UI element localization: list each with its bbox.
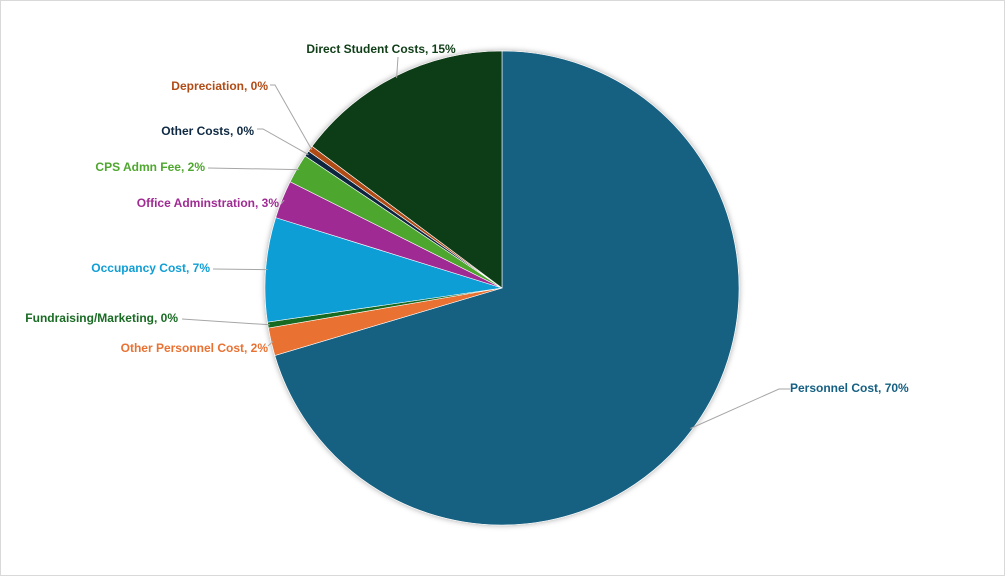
leader-line-occupancy-cost xyxy=(212,268,268,271)
data-label-direct-student-costs: Direct Student Costs, 15% xyxy=(306,42,456,56)
leader-line-personnel-cost xyxy=(690,388,790,429)
pie-slice-direct-student-costs xyxy=(311,50,503,289)
leader-line-fundraising-marketing xyxy=(181,318,270,326)
leader-line-other-personnel-cost xyxy=(267,341,274,347)
leader-line-other-costs xyxy=(257,128,309,156)
data-label-office-adminstration: Office Adminstration, 3% xyxy=(137,196,280,210)
data-label-occupancy-cost: Occupancy Cost, 7% xyxy=(91,261,210,275)
data-label-depreciation: Depreciation, 0% xyxy=(171,79,268,93)
pie-slice-personnel-cost xyxy=(274,50,740,526)
data-labels: Personnel Cost, 70% Other Personnel Cost,… xyxy=(25,42,909,395)
pie-slices xyxy=(264,50,740,526)
data-label-cps-admn-fee: CPS Admn Fee, 2% xyxy=(95,160,205,174)
data-label-fundraising-marketing: Fundraising/Marketing, 0% xyxy=(25,311,178,325)
data-label-other-personnel-cost: Other Personnel Cost, 2% xyxy=(121,341,269,355)
leader-line-direct-student-costs xyxy=(396,56,399,78)
data-label-other-costs: Other Costs, 0% xyxy=(161,124,254,138)
leader-line-office-adminstration xyxy=(280,199,285,205)
data-label-personnel-cost: Personnel Cost, 70% xyxy=(790,381,909,395)
leader-line-depreciation xyxy=(270,84,313,151)
leader-line-cps-admn-fee xyxy=(207,167,300,171)
leader-lines xyxy=(181,56,790,429)
